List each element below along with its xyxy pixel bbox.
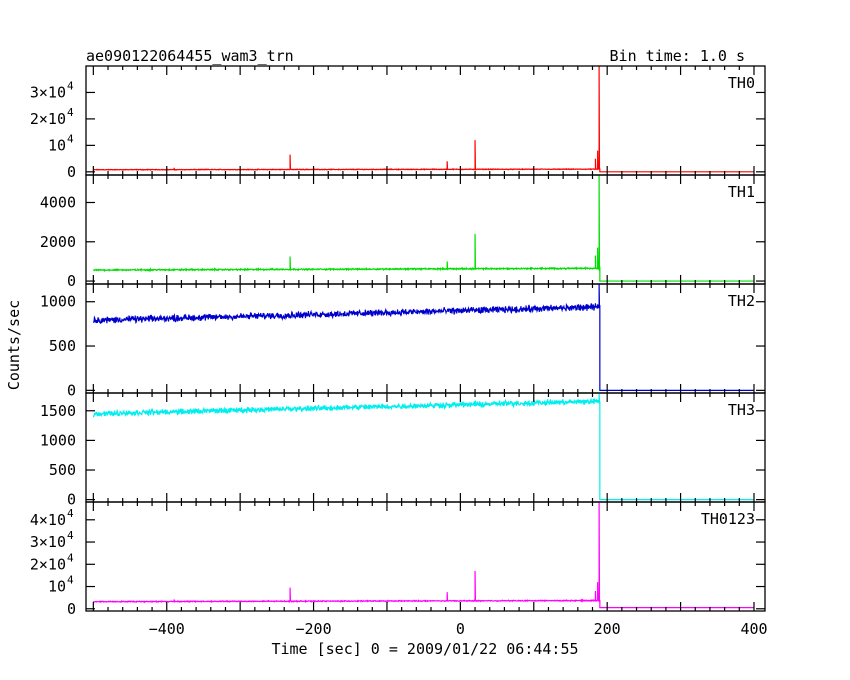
y-tick-label: 0 xyxy=(67,600,76,618)
y-tick-exponent: 4 xyxy=(67,551,74,564)
panel-th3: 0 500 1000 1500 TH3 xyxy=(40,392,766,509)
y-axis-label: Counts/sec xyxy=(5,300,23,390)
panel-th0: 010 42×10 43×10 4 TH0 xyxy=(30,65,766,181)
panel-label-th0: TH0 xyxy=(728,74,755,92)
panel-frame xyxy=(85,501,766,612)
y-tick-label: 1000 xyxy=(40,293,76,311)
y-tick-label: 2×10 xyxy=(30,110,66,128)
x-tick-label: 200 xyxy=(594,620,621,638)
y-tick-exponent: 4 xyxy=(67,106,74,119)
y-tick-label: 3×10 xyxy=(30,533,66,551)
y-tick-label: 3×10 xyxy=(30,83,66,101)
panel-label-th2: TH2 xyxy=(728,292,755,310)
y-tick-exponent: 4 xyxy=(67,507,74,520)
panel-frame xyxy=(85,65,766,176)
y-tick-label: 500 xyxy=(49,337,76,355)
y-tick-exponent: 4 xyxy=(67,132,74,145)
panel-frame xyxy=(85,392,766,503)
panel-frame xyxy=(85,283,766,394)
y-tick-label: 0 xyxy=(67,381,76,399)
y-tick-label: 2000 xyxy=(40,233,76,251)
y-tick-exponent: 4 xyxy=(67,574,74,587)
panel-label-th0123: TH0123 xyxy=(701,510,755,528)
y-tick-label: 0 xyxy=(67,491,76,509)
x-tick-label: 0 xyxy=(456,620,465,638)
y-tick-label: 2×10 xyxy=(30,555,66,573)
y-tick-exponent: 4 xyxy=(67,529,74,542)
series-line-th1 xyxy=(92,175,754,282)
y-tick-label: 0 xyxy=(67,163,76,181)
y-tick-label: 0 xyxy=(67,272,76,290)
y-tick-label: 10 xyxy=(48,578,66,596)
panel-label-th3: TH3 xyxy=(728,401,755,419)
series-line-th0123 xyxy=(92,502,754,609)
y-tick-label: 500 xyxy=(49,461,76,479)
series-line-th3 xyxy=(92,393,754,501)
panel-th1: 0 2000 4000 TH1 xyxy=(40,174,766,290)
x-tick-label: −400 xyxy=(149,620,185,638)
y-tick-label: 1500 xyxy=(40,402,76,420)
y-tick-exponent: 4 xyxy=(67,79,74,92)
bin-time-label: Bin time: 1.0 s xyxy=(610,47,745,65)
chart-title: ae090122064455_wam3_trn xyxy=(86,47,294,65)
x-tick-label: −200 xyxy=(295,620,331,638)
x-tick-label: 400 xyxy=(740,620,767,638)
panel-label-th1: TH1 xyxy=(728,183,755,201)
y-tick-label: 10 xyxy=(48,136,66,154)
y-tick-label: 1000 xyxy=(40,431,76,449)
series-line-th0 xyxy=(92,66,754,173)
y-tick-label: 4×10 xyxy=(30,511,66,529)
panel-th0123: 010 42×10 43×10 44×10 4 TH0123 xyxy=(30,501,766,618)
x-axis-label: Time [sec] 0 = 2009/01/22 06:44:55 xyxy=(271,640,578,658)
panel-th2: 0 500 1000 TH2 xyxy=(40,283,766,399)
y-tick-label: 4000 xyxy=(40,193,76,211)
series-line-th2 xyxy=(92,284,754,391)
